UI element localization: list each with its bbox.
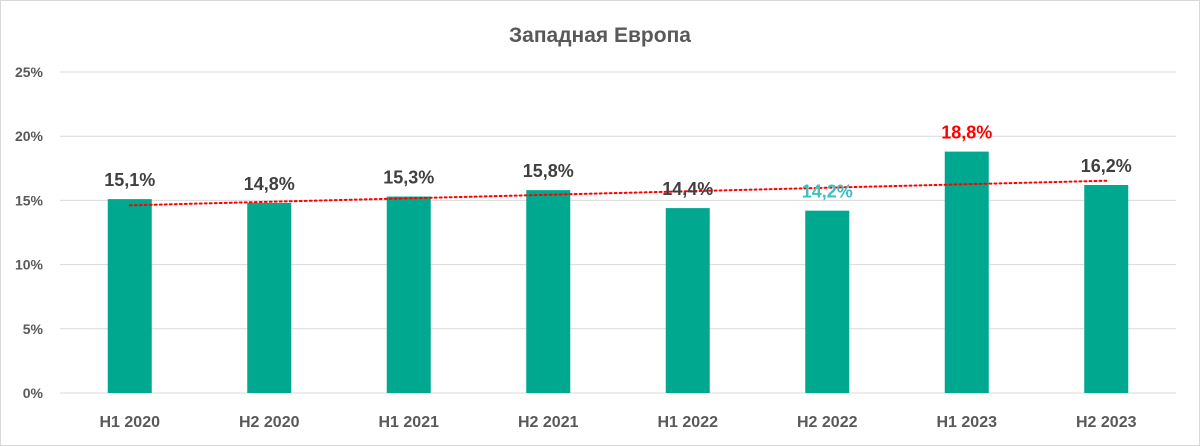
trendline-layer	[128, 179, 1108, 207]
data-label: 18,8%	[941, 123, 992, 143]
data-label: 14,8%	[244, 174, 295, 194]
y-tick-label: 0%	[23, 385, 44, 401]
y-axis-tick-labels: 0% 5% 10% 15% 20% 25%	[15, 64, 44, 401]
bar	[665, 208, 710, 393]
y-tick-label: 5%	[23, 321, 44, 337]
data-label: 16,2%	[1081, 156, 1132, 176]
x-tick-label: H2 2021	[518, 414, 579, 431]
bar	[526, 190, 571, 393]
data-label: 15,1%	[104, 170, 155, 190]
data-label: 14,4%	[662, 179, 713, 199]
y-tick-label: 25%	[15, 64, 44, 80]
x-tick-label: H2 2020	[239, 414, 300, 431]
y-tick-label: 10%	[15, 257, 44, 273]
y-tick-label: 15%	[15, 192, 44, 208]
data-label: 14,2%	[802, 182, 853, 202]
trendline	[128, 179, 1108, 207]
bar	[944, 151, 989, 393]
bar	[1084, 184, 1129, 393]
bars	[107, 151, 1129, 393]
bar	[107, 199, 152, 393]
x-tick-label: H1 2020	[100, 414, 161, 431]
data-labels: 15,1% 14,8% 15,3% 15,8% 14,4% 14,2% 18,8% 16,2%	[104, 123, 1132, 202]
data-label: 15,8%	[523, 161, 574, 181]
bar	[805, 210, 850, 393]
bar	[247, 202, 292, 393]
bar	[386, 196, 431, 393]
y-tick-label: 20%	[15, 128, 44, 144]
x-tick-label: H1 2022	[658, 414, 719, 431]
chart-title: Западная Европа	[509, 24, 691, 47]
x-tick-label: H2 2022	[797, 414, 858, 431]
x-tick-label: H1 2023	[937, 414, 998, 431]
x-axis-tick-labels: H1 2020 H2 2020 H1 2021 H2 2021 H1 2022 H2 20…	[100, 414, 1137, 431]
gridlines	[60, 71, 1176, 394]
x-tick-label: H1 2021	[379, 414, 440, 431]
x-tick-label: H2 2023	[1076, 414, 1137, 431]
data-label: 15,3%	[383, 168, 434, 188]
